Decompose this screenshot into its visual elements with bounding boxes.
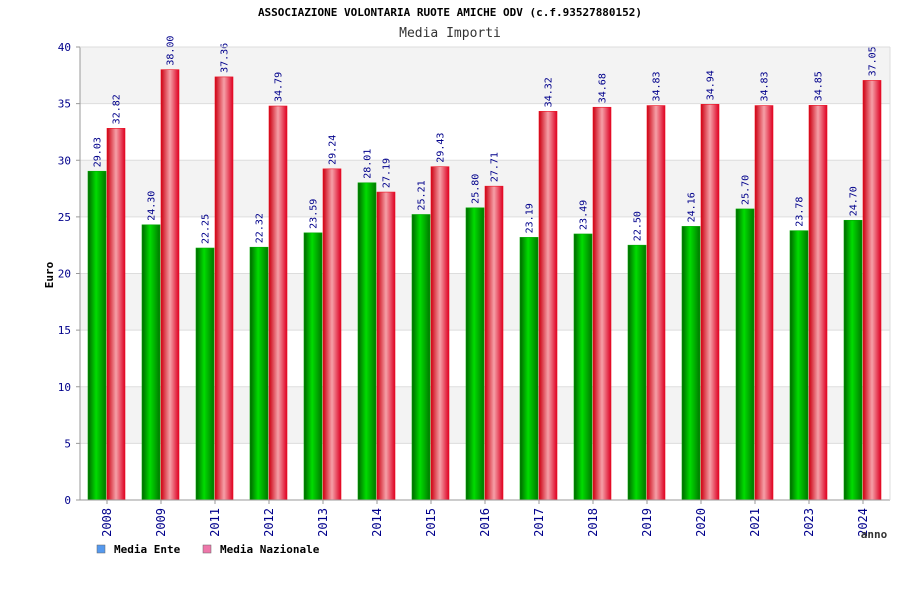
bar-media-nazionale	[808, 105, 828, 501]
y-tick-label: 35	[58, 98, 71, 111]
data-label: 27.71	[490, 152, 501, 182]
y-axis-label: Euro	[43, 261, 56, 288]
data-label: 24.30	[147, 191, 158, 221]
bar-media-nazionale	[862, 80, 882, 501]
x-tick-label: 2011	[208, 508, 222, 537]
x-tick-label: 2021	[748, 508, 762, 537]
bar-media-nazionale	[754, 105, 774, 501]
bar-media-nazionale	[106, 128, 126, 501]
data-labels: 29.03 32.82 24.30 38.00 22.25 37.36 22.32 34.79…	[93, 36, 879, 244]
x-tick-label: 2016	[478, 508, 492, 537]
bar-media-nazionale	[322, 168, 342, 501]
bar-media-ente	[681, 226, 701, 501]
y-axis: 0 5 10 15 20 25 30 35 40	[58, 41, 81, 507]
data-label: 38.00	[166, 36, 177, 66]
bar-media-ente	[843, 219, 863, 501]
bar-media-ente	[357, 182, 377, 501]
data-label: 23.59	[309, 199, 320, 229]
data-label: 37.36	[220, 43, 231, 73]
bar-media-nazionale	[646, 105, 666, 501]
y-tick-label: 20	[58, 268, 71, 281]
legend: Media Ente Media Nazionale	[96, 543, 320, 556]
x-tick-label: 2009	[154, 508, 168, 537]
bar-media-ente	[141, 224, 161, 501]
y-tick-label: 15	[58, 324, 71, 337]
bar-media-nazionale	[538, 111, 558, 501]
bar-media-nazionale	[268, 105, 288, 501]
chart-title: ASSOCIAZIONE VOLONTARIA RUOTE AMICHE ODV…	[258, 6, 642, 19]
legend-swatch	[202, 544, 212, 554]
bar-media-nazionale	[430, 166, 450, 501]
bar-media-nazionale	[214, 76, 234, 501]
x-tick-label: 2013	[316, 508, 330, 537]
data-label: 27.19	[382, 158, 393, 188]
x-tick-label: 2023	[802, 508, 816, 537]
data-label: 29.24	[328, 135, 339, 165]
data-label: 24.16	[687, 192, 698, 222]
bar-media-ente	[627, 244, 647, 501]
bar-media-ente	[465, 207, 485, 501]
bar-media-ente	[249, 246, 269, 501]
x-tick-label: 2008	[100, 508, 114, 537]
data-label: 28.01	[363, 149, 374, 179]
y-tick-label: 40	[58, 41, 71, 54]
x-axis-label: anno	[861, 528, 888, 541]
data-label: 34.79	[274, 72, 285, 102]
bar-media-ente	[573, 233, 593, 501]
bar-media-nazionale	[592, 106, 612, 501]
data-label: 34.32	[544, 77, 555, 107]
x-tick-label: 2018	[586, 508, 600, 537]
bar-media-nazionale	[700, 104, 720, 501]
data-label: 22.25	[201, 214, 212, 244]
x-tick-label: 2024	[856, 508, 870, 537]
bar-media-ente	[735, 208, 755, 501]
data-label: 23.78	[795, 197, 806, 227]
bar-media-ente	[411, 214, 431, 501]
bar-media-ente	[87, 170, 107, 501]
data-label: 29.03	[93, 137, 104, 167]
data-label: 24.70	[849, 186, 860, 216]
x-tick-label: 2014	[370, 508, 384, 537]
bar-media-ente	[195, 247, 215, 501]
x-tick-label: 2020	[694, 508, 708, 537]
data-label: 34.83	[652, 71, 663, 101]
y-tick-label: 0	[64, 494, 71, 507]
bar-media-nazionale	[160, 69, 180, 501]
data-label: 32.82	[112, 94, 123, 124]
bar-series	[87, 69, 882, 501]
data-label: 23.49	[579, 200, 590, 230]
x-tick-label: 2015	[424, 508, 438, 537]
data-label: 34.94	[706, 70, 717, 100]
x-tick-label: 2019	[640, 508, 654, 537]
data-label: 37.05	[868, 46, 879, 76]
x-tick-label: 2012	[262, 508, 276, 537]
data-label: 25.21	[417, 180, 428, 210]
data-label: 23.19	[525, 203, 536, 233]
bar-media-ente	[303, 232, 323, 501]
bar-media-ente	[789, 230, 809, 501]
legend-label: Media Ente	[114, 543, 181, 556]
y-tick-label: 5	[64, 437, 71, 450]
data-label: 22.32	[255, 213, 266, 243]
y-tick-label: 30	[58, 154, 71, 167]
y-tick-label: 25	[58, 211, 71, 224]
legend-label: Media Nazionale	[220, 543, 320, 556]
x-tick-label: 2017	[532, 508, 546, 537]
data-label: 34.85	[814, 71, 825, 101]
data-label: 34.83	[760, 71, 771, 101]
bar-media-nazionale	[484, 185, 504, 501]
y-tick-label: 10	[58, 381, 71, 394]
data-label: 34.68	[598, 73, 609, 103]
data-label: 25.80	[471, 174, 482, 204]
chart-subtitle: Media Importi	[399, 26, 501, 41]
data-label: 29.43	[436, 133, 447, 163]
bar-media-ente	[519, 237, 539, 501]
legend-swatch	[96, 544, 106, 554]
data-label: 25.70	[741, 175, 752, 205]
data-label: 22.50	[633, 211, 644, 241]
x-axis: 2008 2009 2011 2012 2013 2014 2015 2016 2017 2018…	[80, 46, 891, 537]
bar-media-nazionale	[376, 191, 396, 501]
